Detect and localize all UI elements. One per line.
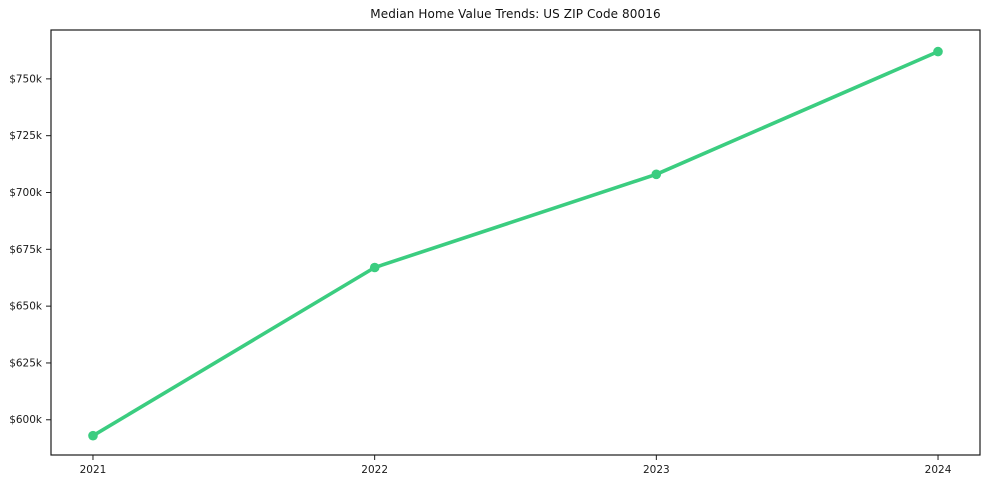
y-tick-label: $650k (9, 301, 43, 313)
x-tick-label: 2022 (361, 464, 388, 476)
data-point-marker (369, 262, 380, 273)
y-tick-label: $675k (9, 244, 43, 256)
y-tick-label: $625k (9, 357, 43, 369)
plot-border (50, 29, 981, 456)
data-point-marker (651, 169, 662, 180)
y-tick-label: $700k (9, 187, 43, 199)
x-tick-label: 2023 (643, 464, 670, 476)
chart-title: Median Home Value Trends: US ZIP Code 80… (370, 7, 661, 21)
y-tick-label: $750k (9, 73, 43, 85)
x-tick-label: 2021 (80, 464, 107, 476)
data-point-marker (933, 46, 943, 57)
y-tick-label: $725k (9, 130, 43, 142)
data-point-marker (88, 430, 98, 441)
y-tick-label: $600k (9, 414, 43, 426)
x-tick-label: 2024 (925, 464, 952, 476)
trend-line (91, 49, 940, 438)
